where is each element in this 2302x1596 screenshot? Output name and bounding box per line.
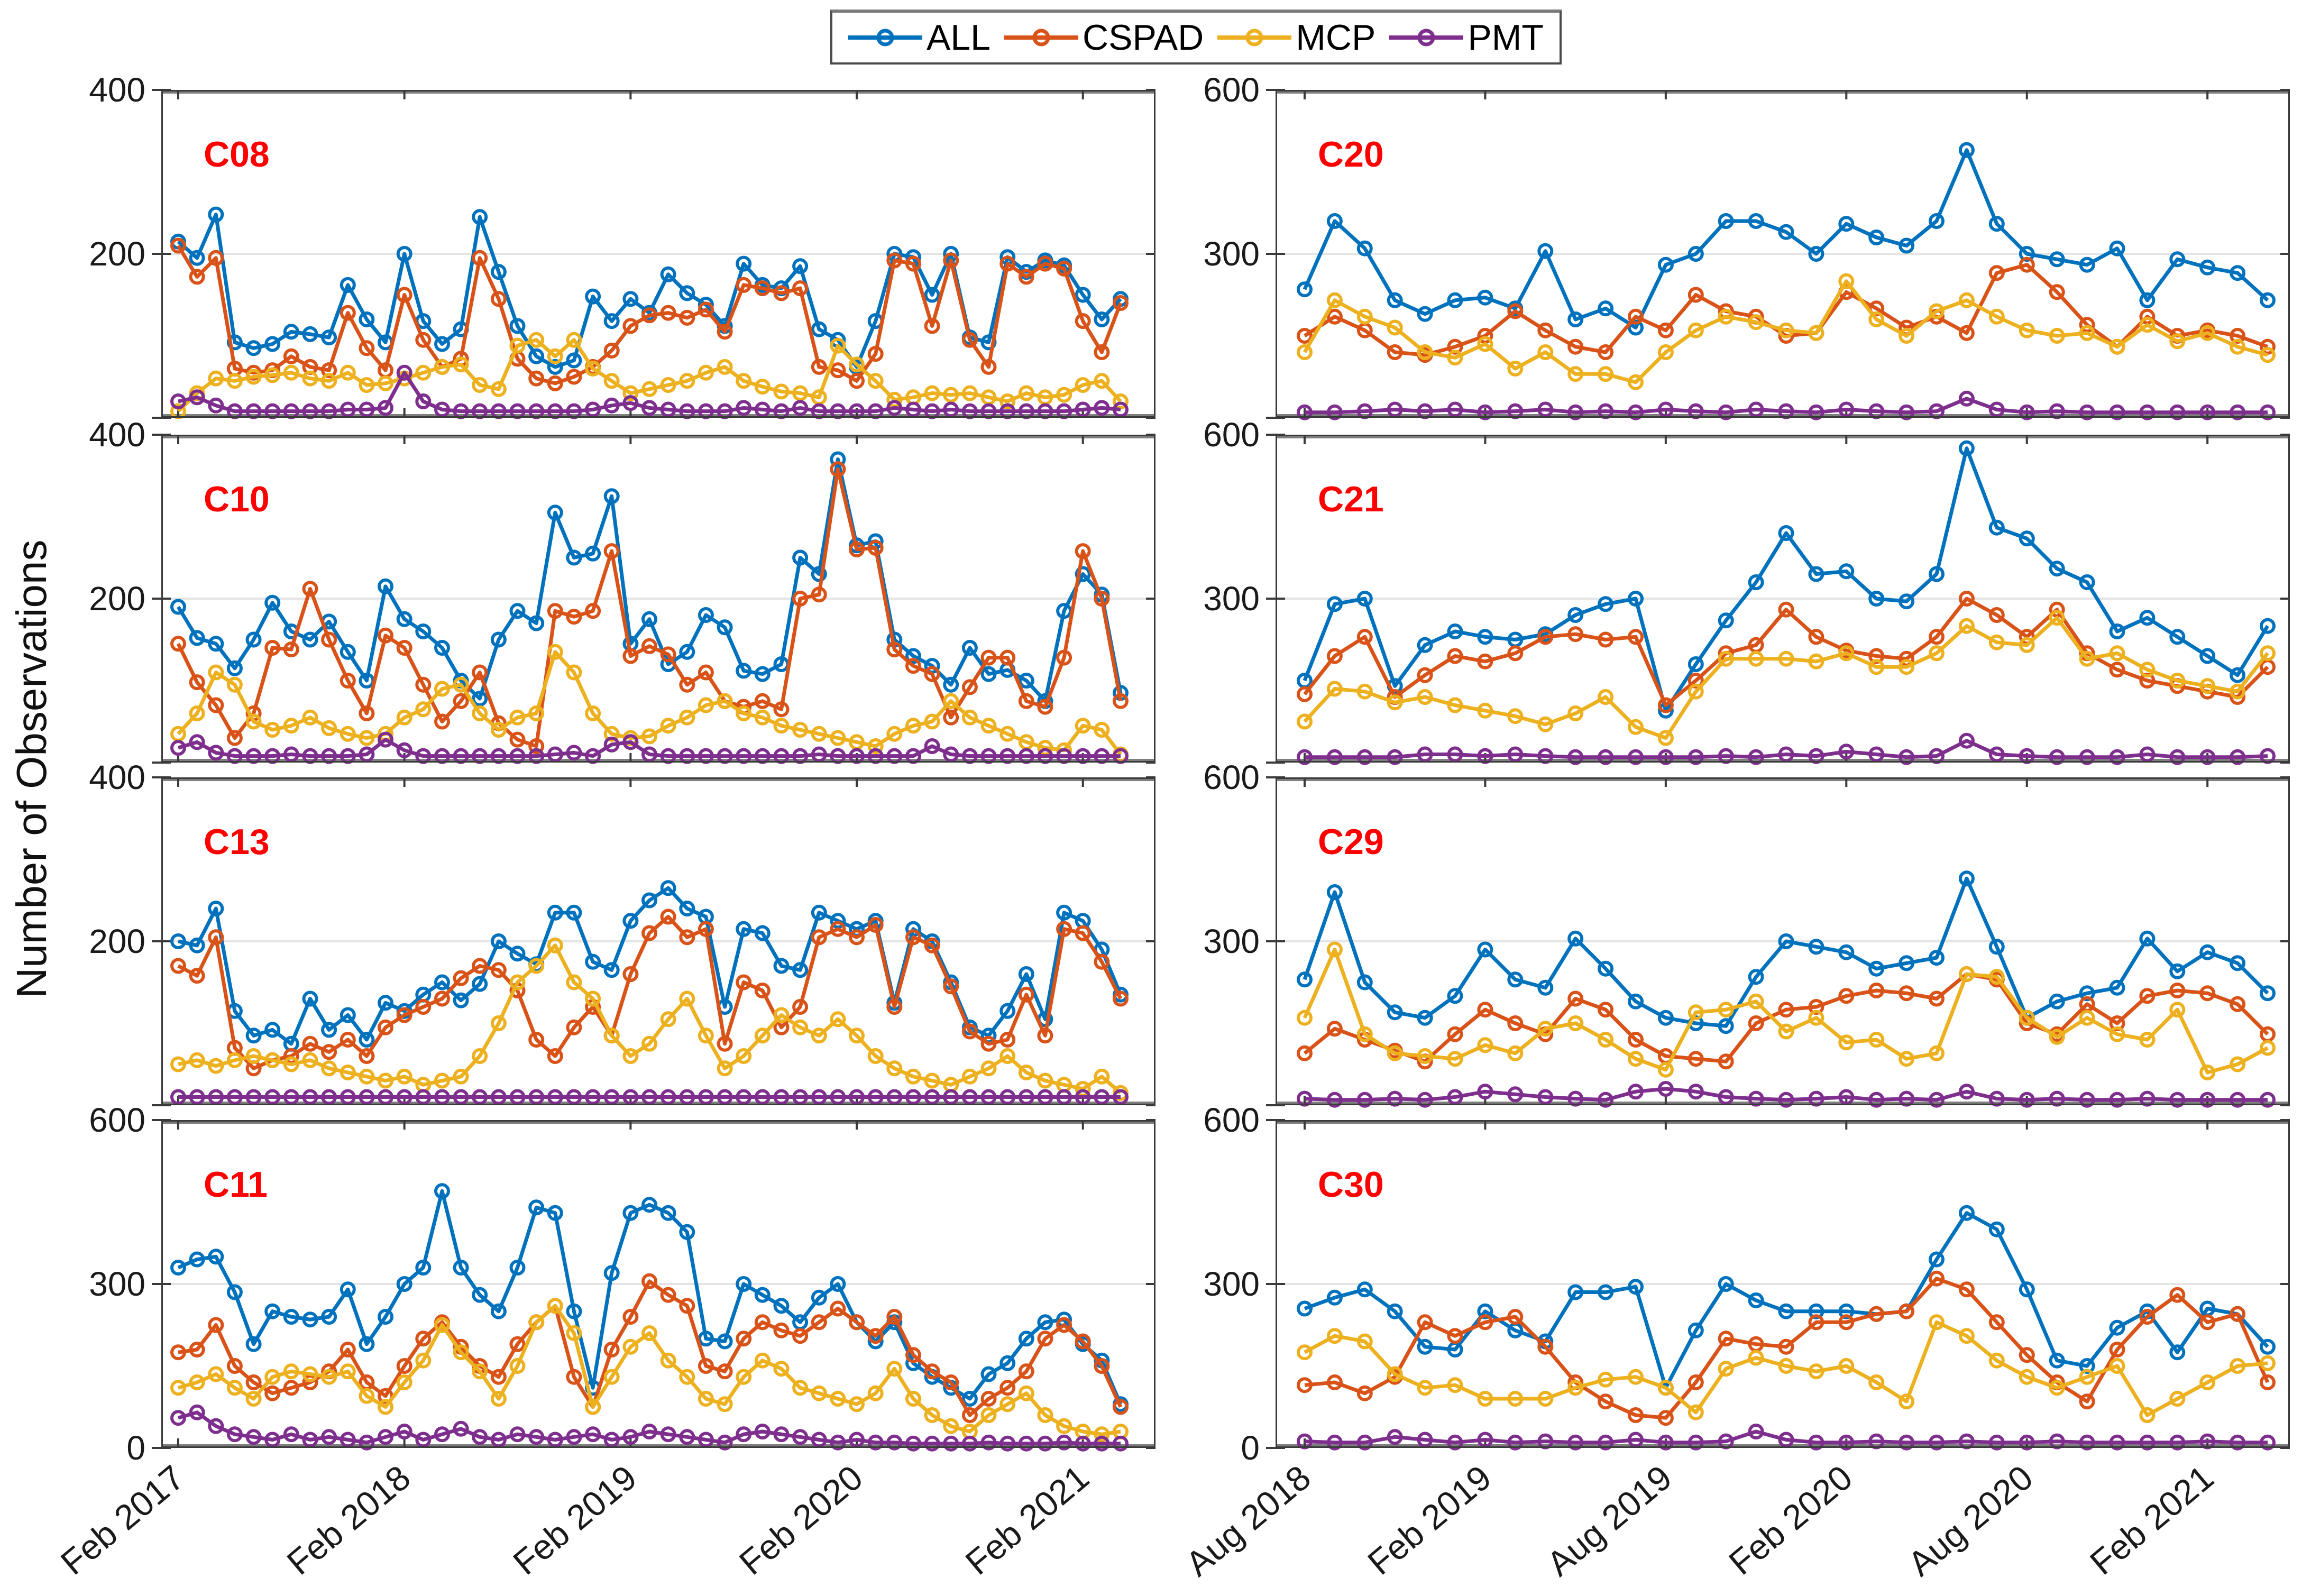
svg-text:Feb 2017: Feb 2017 — [53, 1457, 191, 1582]
svg-text:200: 200 — [89, 235, 145, 273]
panel-C20: 600 300 C20 — [1203, 71, 2290, 420]
svg-text:C30: C30 — [1318, 1164, 1384, 1205]
svg-text:300: 300 — [89, 1265, 145, 1303]
y-axis-label: Number of Observations — [8, 539, 55, 998]
svg-text:400: 400 — [89, 416, 145, 454]
legend-marker-pmt-icon — [1389, 29, 1464, 47]
svg-text:600: 600 — [89, 1101, 145, 1139]
legend-label-pmt: PMT — [1468, 17, 1544, 58]
svg-text:Feb 2018: Feb 2018 — [279, 1457, 417, 1582]
legend-item-pmt: PMT — [1389, 20, 1544, 56]
svg-text:200: 200 — [89, 922, 145, 960]
svg-text:Feb 2019: Feb 2019 — [506, 1457, 644, 1582]
panel-C29: 600 300 C29 — [1203, 758, 2290, 1108]
svg-text:C10: C10 — [204, 479, 270, 519]
legend: ALL CSPAD MCP PMT — [830, 10, 1562, 65]
legend-marker-cspad-icon — [1004, 29, 1078, 47]
chart-C13: 400 200 C13 — [89, 758, 1155, 1106]
svg-text:Aug 2020: Aug 2020 — [1901, 1457, 2040, 1583]
panel-C21: 600 300 C21 — [1203, 416, 2290, 765]
panel-C08: 400 200 C08 — [89, 71, 1155, 419]
svg-text:600: 600 — [1203, 1101, 1260, 1139]
svg-text:Aug 2019: Aug 2019 — [1539, 1457, 1679, 1583]
svg-text:200: 200 — [89, 580, 145, 618]
svg-text:400: 400 — [89, 758, 145, 796]
svg-text:C20: C20 — [1318, 134, 1384, 175]
svg-text:300: 300 — [1203, 1265, 1260, 1303]
svg-text:Feb 2019: Feb 2019 — [1360, 1457, 1498, 1582]
svg-text:Feb 2021: Feb 2021 — [2083, 1457, 2221, 1582]
panel-C10: 400 200 C10 — [89, 416, 1155, 764]
svg-text:300: 300 — [1203, 922, 1260, 960]
legend-item-mcp: MCP — [1217, 20, 1375, 56]
chart-C08: 400 200 C08 — [89, 71, 1155, 419]
svg-text:600: 600 — [1203, 71, 1260, 109]
svg-text:C29: C29 — [1318, 822, 1384, 862]
chart-C10: 400 200 C10 — [89, 416, 1155, 764]
svg-text:0: 0 — [126, 1429, 145, 1467]
svg-text:300: 300 — [1203, 235, 1260, 273]
legend-item-all: ALL — [848, 20, 990, 56]
svg-text:Feb 2020: Feb 2020 — [732, 1457, 870, 1582]
svg-text:Feb 2021: Feb 2021 — [958, 1457, 1096, 1582]
svg-text:600: 600 — [1203, 416, 1260, 454]
legend-label-all: ALL — [927, 17, 990, 58]
svg-text:300: 300 — [1203, 580, 1260, 618]
legend-marker-mcp-icon — [1217, 29, 1292, 47]
legend-label-cspad: CSPAD — [1083, 17, 1204, 58]
panel-C13: 400 200 C13 — [89, 758, 1155, 1106]
panel-C30: 600 300 0 Aug 2018 Feb 2019 Aug 2019 Feb 2020 A… — [1178, 1101, 2290, 1583]
legend-item-cspad: CSPAD — [1004, 20, 1204, 56]
legend-label-mcp: MCP — [1296, 17, 1376, 58]
svg-text:C13: C13 — [204, 822, 270, 862]
svg-text:Feb 2020: Feb 2020 — [1721, 1457, 1859, 1582]
svg-text:Aug 2018: Aug 2018 — [1178, 1457, 1318, 1583]
chart-C21: 600 300 C21 — [1203, 416, 2290, 765]
chart-C29: 600 300 C29 — [1203, 758, 2290, 1108]
svg-text:600: 600 — [1203, 758, 1260, 796]
svg-text:C21: C21 — [1318, 479, 1384, 519]
chart-C20: 600 300 C20 — [1203, 71, 2290, 420]
svg-text:0: 0 — [1241, 1429, 1260, 1467]
svg-text:400: 400 — [89, 71, 145, 109]
panel-C11: 600 300 0 Feb 2017 Feb 2018 Feb 2019 Feb 2020 F… — [53, 1101, 1155, 1582]
legend-marker-all-icon — [848, 29, 922, 47]
svg-text:C11: C11 — [204, 1164, 268, 1205]
svg-text:C08: C08 — [204, 134, 270, 175]
